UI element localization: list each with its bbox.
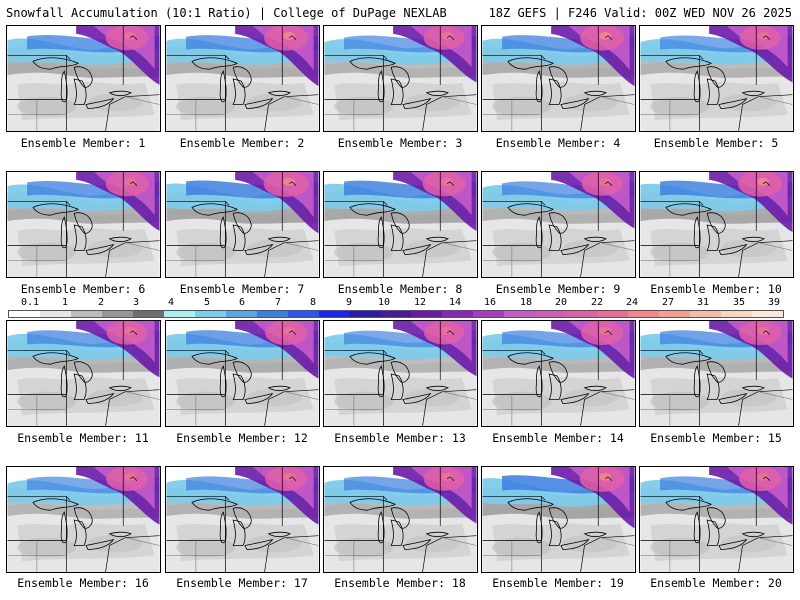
- colorbar-tick-label: 5: [203, 297, 211, 308]
- colorbar-tick-label: 27: [661, 297, 675, 308]
- ensemble-member-map: [165, 171, 320, 278]
- ensemble-member-label: Ensemble Member: 1: [20, 136, 146, 150]
- colorbar-swatch: [225, 311, 257, 317]
- ensemble-member-label: Ensemble Member: 10: [650, 282, 782, 296]
- ensemble-member-label: Ensemble Member: 11: [17, 431, 149, 445]
- colorbar-tick-label: 16: [483, 297, 497, 308]
- ensemble-member-map: [323, 466, 478, 573]
- colorbar-swatch: [689, 311, 721, 317]
- colorbar-tick-label: 10: [377, 297, 391, 308]
- ensemble-member-map: [6, 320, 161, 427]
- ensemble-member-map: [6, 25, 161, 132]
- ensemble-member-map: [6, 171, 161, 278]
- colorbar-swatch: [256, 311, 288, 317]
- colorbar-tick-label: 35: [732, 297, 746, 308]
- ensemble-member-map: [323, 25, 478, 132]
- ensemble-member-label: Ensemble Member: 8: [337, 282, 463, 296]
- colorbar-swatch: [411, 311, 443, 317]
- ensemble-member-map: [6, 466, 161, 573]
- colorbar-tick-label: 18: [519, 297, 533, 308]
- colorbar-swatch: [473, 311, 505, 317]
- colorbar-swatch: [70, 311, 102, 317]
- colorbar-tick-label: 0.1: [20, 297, 40, 308]
- ensemble-member-label: Ensemble Member: 14: [492, 431, 624, 445]
- ensemble-member-label: Ensemble Member: 7: [179, 282, 305, 296]
- ensemble-member-map: [639, 171, 794, 278]
- colorbar-swatch: [566, 311, 598, 317]
- colorbar-swatch: [720, 311, 752, 317]
- run-valid-time: 18Z GEFS | F246 Valid: 00Z WED NOV 26 20…: [488, 6, 792, 20]
- ensemble-member-label: Ensemble Member: 5: [653, 136, 779, 150]
- ensemble-member-map: [639, 466, 794, 573]
- ensemble-member-map: [323, 171, 478, 278]
- colorbar-tick-label: 39: [767, 297, 781, 308]
- ensemble-member-map: [165, 466, 320, 573]
- colorbar-swatch: [628, 311, 660, 317]
- ensemble-member-map: [639, 320, 794, 427]
- colorbar-swatch: [39, 311, 71, 317]
- colorbar-tick-label: 6: [238, 297, 246, 308]
- colorbar-tick-labels: 0.1 1 2 3 4 5 6 7 8 9 10 12 14 16 18 20 22 24 27 31 35 39: [8, 297, 784, 309]
- ensemble-member-map: [165, 25, 320, 132]
- ensemble-member-label: Ensemble Member: 13: [334, 431, 466, 445]
- colorbar-swatch: [163, 311, 195, 317]
- colorbar-swatch: [287, 311, 319, 317]
- ensemble-member-label: Ensemble Member: 17: [176, 576, 308, 590]
- colorbar-tick-label: 7: [274, 297, 282, 308]
- snowfall-colorbar: [8, 310, 784, 318]
- ensemble-member-label: Ensemble Member: 4: [495, 136, 621, 150]
- ensemble-member-map: [481, 171, 636, 278]
- ensemble-member-label: Ensemble Member: 3: [337, 136, 463, 150]
- ensemble-member-label: Ensemble Member: 19: [492, 576, 624, 590]
- colorbar-tick-label: 22: [590, 297, 604, 308]
- colorbar-tick-label: 4: [167, 297, 175, 308]
- ensemble-member-label: Ensemble Member: 16: [17, 576, 149, 590]
- colorbar-swatch: [659, 311, 690, 317]
- colorbar-swatch: [597, 311, 629, 317]
- ensemble-member-map: [481, 320, 636, 427]
- ensemble-member-map: [639, 25, 794, 132]
- colorbar-swatch: [442, 311, 474, 317]
- colorbar-tick-label: 2: [97, 297, 105, 308]
- chart-title: Snowfall Accumulation (10:1 Ratio) | Col…: [6, 6, 447, 20]
- colorbar-swatch: [504, 311, 536, 317]
- ensemble-member-label: Ensemble Member: 18: [334, 576, 466, 590]
- colorbar-tick-label: 24: [625, 297, 639, 308]
- ensemble-member-label: Ensemble Member: 2: [179, 136, 305, 150]
- ensemble-member-label: Ensemble Member: 6: [20, 282, 146, 296]
- ensemble-member-map: [165, 320, 320, 427]
- colorbar-swatch: [9, 311, 40, 317]
- ensemble-member-label: Ensemble Member: 15: [650, 431, 782, 445]
- colorbar-tick-label: 3: [132, 297, 140, 308]
- colorbar-tick-label: 14: [448, 297, 462, 308]
- ensemble-member-label: Ensemble Member: 12: [176, 431, 308, 445]
- colorbar-tick-label: 8: [309, 297, 317, 308]
- colorbar-tick-label: 12: [413, 297, 427, 308]
- colorbar-tick-label: 1: [61, 297, 69, 308]
- colorbar-swatch: [101, 311, 133, 317]
- colorbar-swatch: [194, 311, 226, 317]
- colorbar-swatch: [751, 311, 783, 317]
- ensemble-member-map: [481, 466, 636, 573]
- colorbar-swatch: [132, 311, 164, 317]
- colorbar-swatch: [318, 311, 350, 317]
- colorbar-tick-label: 9: [345, 297, 353, 308]
- ensemble-member-map: [323, 320, 478, 427]
- colorbar-tick-label: 31: [696, 297, 710, 308]
- ensemble-member-map: [481, 25, 636, 132]
- colorbar-swatch: [535, 311, 567, 317]
- ensemble-member-label: Ensemble Member: 20: [650, 576, 782, 590]
- colorbar-swatch: [380, 311, 412, 317]
- colorbar-swatch: [349, 311, 381, 317]
- ensemble-member-label: Ensemble Member: 9: [495, 282, 621, 296]
- colorbar-tick-label: 20: [554, 297, 568, 308]
